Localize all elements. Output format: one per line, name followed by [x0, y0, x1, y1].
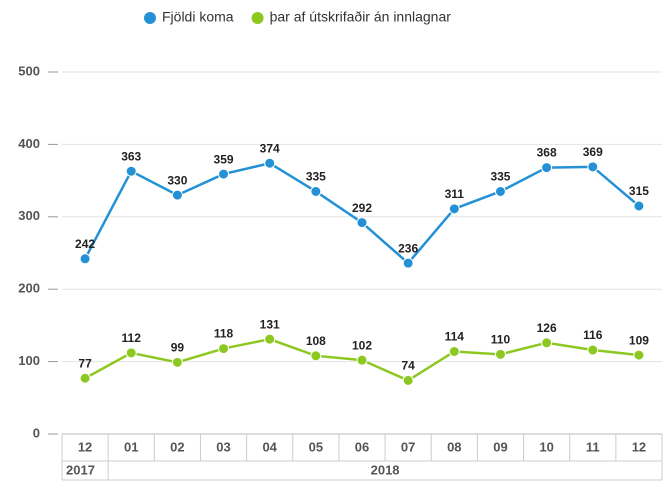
- point: [402, 374, 414, 386]
- point: [171, 189, 183, 201]
- data-label: 311: [445, 187, 465, 201]
- x-tick-label: 07: [401, 439, 415, 454]
- point: [79, 372, 91, 384]
- point: [494, 348, 506, 360]
- point: [633, 349, 645, 361]
- data-label: 126: [537, 321, 557, 335]
- data-label: 236: [398, 241, 418, 255]
- y-tick-label: 200: [18, 281, 40, 296]
- point: [125, 347, 137, 359]
- data-label: 108: [306, 334, 326, 348]
- point: [310, 350, 322, 362]
- data-label: 112: [122, 331, 142, 345]
- x-tick-label: 12: [632, 439, 646, 454]
- point: [448, 345, 460, 357]
- point: [494, 185, 506, 197]
- data-label: 368: [537, 146, 557, 160]
- x-tick-label: 01: [124, 439, 138, 454]
- data-label: 131: [260, 317, 280, 331]
- point: [541, 162, 553, 174]
- x-tick-label: 02: [170, 439, 184, 454]
- data-label: 374: [260, 141, 280, 155]
- data-label: 110: [491, 333, 511, 347]
- x-tick-label: 05: [309, 439, 323, 454]
- legend-marker: [144, 12, 156, 24]
- x-tick-label: 06: [355, 439, 369, 454]
- data-label: 114: [445, 330, 465, 344]
- year-label: 2018: [371, 462, 400, 477]
- y-tick-label: 500: [18, 63, 40, 78]
- data-label: 242: [75, 237, 95, 251]
- data-label: 335: [306, 170, 326, 184]
- point: [448, 203, 460, 215]
- data-label: 363: [121, 149, 141, 163]
- x-tick-label: 12: [78, 439, 92, 454]
- legend-label: Fjöldi koma: [162, 9, 234, 25]
- x-tick-label: 08: [447, 439, 461, 454]
- x-tick-label: 11: [586, 439, 600, 454]
- point: [171, 356, 183, 368]
- data-label: 330: [167, 173, 187, 187]
- data-label: 102: [352, 338, 372, 352]
- x-tick-label: 10: [539, 439, 553, 454]
- legend-marker: [251, 12, 264, 24]
- data-label: 74: [401, 359, 415, 373]
- y-tick-label: 100: [18, 353, 40, 368]
- x-tick-label: 09: [493, 439, 507, 454]
- point: [125, 165, 137, 177]
- x-tick-label: 03: [216, 439, 230, 454]
- y-tick-label: 0: [33, 425, 40, 440]
- point: [402, 257, 414, 269]
- point: [633, 200, 645, 212]
- x-tick-label: 04: [262, 439, 277, 454]
- point: [310, 185, 322, 197]
- data-label: 77: [78, 356, 92, 370]
- data-label: 109: [629, 333, 649, 347]
- point: [264, 157, 276, 169]
- point: [587, 344, 599, 356]
- y-tick-label: 300: [18, 208, 40, 223]
- data-label: 118: [214, 327, 234, 341]
- point: [356, 217, 368, 229]
- point: [218, 168, 230, 180]
- point: [79, 253, 91, 265]
- point: [587, 161, 599, 173]
- data-label: 335: [490, 170, 510, 184]
- point: [264, 333, 276, 345]
- data-label: 369: [583, 145, 603, 159]
- data-label: 359: [214, 152, 234, 166]
- data-label: 116: [583, 328, 603, 342]
- point: [541, 337, 553, 349]
- y-tick-label: 400: [18, 136, 40, 151]
- year-label: 2017: [66, 462, 95, 477]
- legend-label: þar af útskrifaðir án innlagnar: [270, 9, 452, 25]
- point: [356, 354, 368, 366]
- data-label: 315: [629, 184, 649, 198]
- data-label: 99: [171, 340, 185, 354]
- data-label: 292: [352, 201, 372, 215]
- point: [218, 343, 230, 355]
